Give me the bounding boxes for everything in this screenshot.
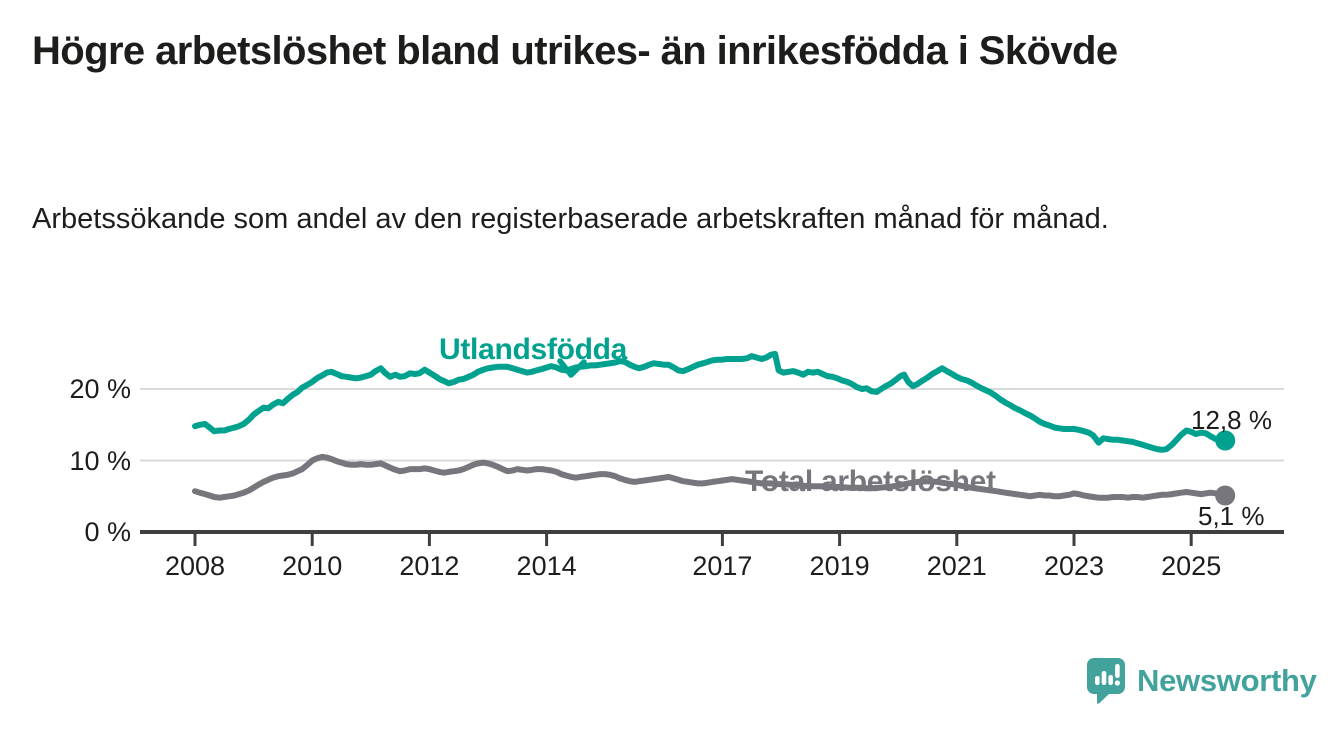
series-line-1 xyxy=(192,453,1229,501)
x-axis-tick-label: 2017 xyxy=(692,551,753,581)
logo-text: Newsworthy xyxy=(1137,662,1317,698)
end-value-label-total: 5,1 % xyxy=(1198,501,1265,531)
x-axis-tick-label: 2025 xyxy=(1161,551,1222,581)
x-axis-tick-label: 2014 xyxy=(516,551,577,581)
series-end-dot-1 xyxy=(1215,485,1236,506)
y-axis-tick-label: 20 % xyxy=(69,374,131,404)
annotation-arrow-icon xyxy=(557,358,587,378)
chart-subtitle: Arbetssökande som andel av den registerb… xyxy=(32,203,1109,235)
series-line-0 xyxy=(192,351,1229,453)
x-axis-tick-label: 2023 xyxy=(1043,551,1105,581)
speech-bubble-bar-chart-icon xyxy=(1086,657,1126,704)
x-axis-tick-label: 2010 xyxy=(282,551,343,581)
series-label-total-arbetsloshet: Total arbetslöshet xyxy=(745,465,996,498)
x-axis-tick-label: 2012 xyxy=(399,551,460,581)
chart-title: Högre arbetslöshet bland utrikes- än inr… xyxy=(32,29,1118,73)
x-axis-tick-label: 2019 xyxy=(809,551,870,581)
x-axis-tick-label: 2021 xyxy=(926,551,987,581)
series-label-utlandsfodda: Utlandsfödda xyxy=(439,333,628,366)
y-axis-tick-label: 0 % xyxy=(84,517,131,547)
x-axis-tick-label: 2008 xyxy=(164,551,226,581)
y-axis-tick-label: 10 % xyxy=(69,445,131,476)
series-end-dot-0 xyxy=(1215,430,1236,451)
end-value-label-utlandsfodda: 12,8 % xyxy=(1191,405,1272,435)
newsworthy-logo: Newsworthy xyxy=(1086,657,1317,704)
